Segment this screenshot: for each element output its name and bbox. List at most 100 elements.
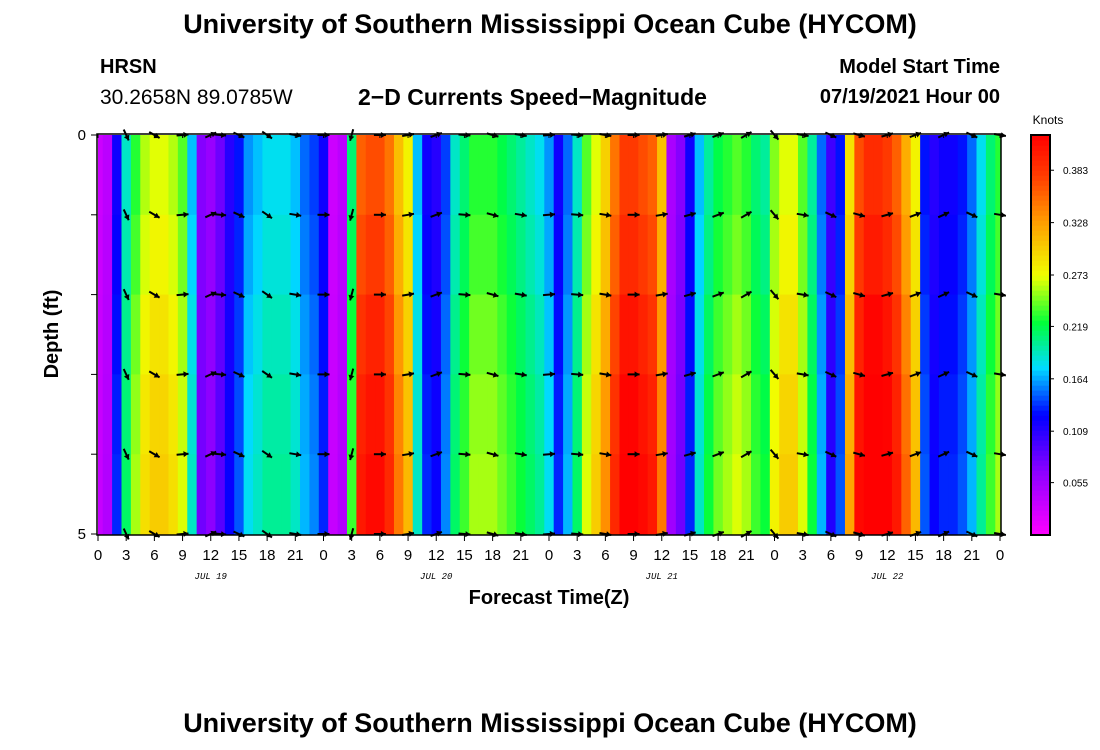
arrow-head bbox=[690, 371, 696, 377]
heatmap-cell bbox=[957, 454, 968, 535]
arrow-head bbox=[266, 133, 272, 139]
current-arrow bbox=[824, 450, 837, 458]
current-arrow bbox=[712, 211, 725, 218]
heatmap-cell bbox=[882, 454, 893, 535]
arrow-head bbox=[772, 373, 779, 379]
heatmap-cell bbox=[628, 454, 639, 535]
heatmap-cell bbox=[140, 374, 151, 455]
colorbar-segment bbox=[1031, 270, 1050, 276]
heatmap-cell bbox=[657, 294, 668, 375]
heatmap-cell bbox=[365, 214, 376, 296]
arrow-head bbox=[549, 291, 555, 298]
heatmap-cell bbox=[337, 135, 348, 216]
arrow-head bbox=[295, 371, 302, 378]
heatmap-cell bbox=[938, 214, 949, 296]
arrow-head bbox=[210, 371, 217, 377]
heatmap-cell bbox=[98, 374, 104, 455]
x-tick-label: 21 bbox=[738, 547, 755, 564]
heatmap-cell bbox=[873, 214, 884, 296]
heatmap-cell bbox=[431, 135, 442, 216]
x-tick-label: 0 bbox=[319, 547, 327, 564]
current-arrow bbox=[796, 451, 809, 458]
colorbar-segment bbox=[1031, 390, 1050, 396]
colorbar-tick-label: 0.273 bbox=[1063, 271, 1088, 282]
heatmap-cell bbox=[469, 374, 480, 455]
heatmap-cell bbox=[403, 135, 414, 216]
heatmap-cell bbox=[196, 294, 207, 375]
heatmap-cell bbox=[159, 214, 170, 296]
heatmap-cell bbox=[365, 374, 376, 455]
heatmap-cell bbox=[873, 454, 884, 535]
heatmap-cell bbox=[149, 294, 160, 375]
heatmap-cell bbox=[469, 135, 480, 216]
heatmap-cell bbox=[553, 214, 564, 296]
arrow-head bbox=[238, 451, 245, 458]
arrow-head bbox=[266, 212, 272, 219]
heatmap-cell bbox=[816, 454, 827, 535]
heatmap-cell bbox=[600, 294, 611, 375]
current-arrow bbox=[204, 291, 217, 299]
colorbar-segment bbox=[1031, 255, 1050, 261]
heatmap-cell bbox=[506, 374, 517, 455]
heatmap-cell bbox=[234, 294, 245, 375]
heatmap-cell bbox=[459, 374, 470, 455]
arrow-head bbox=[436, 451, 442, 457]
heatmap-cell bbox=[788, 374, 799, 455]
colorbar-segment bbox=[1031, 295, 1050, 301]
colorbar-segment bbox=[1031, 330, 1050, 336]
current-arrow bbox=[204, 450, 217, 458]
heatmap-cell bbox=[450, 135, 461, 216]
heatmap-cell bbox=[816, 214, 827, 296]
current-arrow bbox=[122, 208, 130, 221]
heatmap-cell bbox=[243, 374, 254, 455]
heatmap-cell bbox=[685, 294, 696, 375]
arrow-head bbox=[153, 372, 160, 378]
arrow-head bbox=[295, 291, 302, 298]
heatmap-cell bbox=[440, 374, 451, 455]
arrow-head bbox=[123, 294, 130, 300]
heatmap-cell bbox=[948, 294, 959, 375]
heatmap-cell bbox=[769, 214, 780, 296]
colorbar-segment bbox=[1031, 405, 1050, 411]
heatmap-cell bbox=[177, 294, 188, 375]
arrow-head bbox=[577, 291, 584, 298]
x-axis-label: Forecast Time(Z) bbox=[469, 587, 630, 609]
heatmap-cell bbox=[393, 454, 404, 535]
heatmap-cell bbox=[497, 374, 508, 455]
colorbar-segment bbox=[1031, 465, 1050, 471]
current-arrow bbox=[261, 210, 273, 220]
heatmap-cell bbox=[788, 454, 799, 535]
heatmap-cell bbox=[647, 374, 658, 455]
heatmap-cell bbox=[318, 294, 329, 375]
heatmap-cell bbox=[751, 374, 762, 455]
heatmap-cell bbox=[177, 454, 188, 535]
heatmap-cell bbox=[685, 454, 696, 535]
heatmap-cell bbox=[431, 454, 442, 535]
heatmap-cell bbox=[412, 374, 423, 455]
arrow-head bbox=[605, 451, 612, 458]
heatmap-cell bbox=[666, 294, 677, 375]
current-arrow bbox=[824, 370, 837, 378]
colorbar-segment bbox=[1031, 415, 1050, 421]
heatmap-cell bbox=[976, 214, 987, 296]
heatmap-cell bbox=[375, 214, 386, 296]
heatmap-cell bbox=[224, 374, 235, 455]
heatmap-cell bbox=[610, 135, 621, 216]
heatmap-cell bbox=[572, 135, 583, 216]
heatmap-cell bbox=[600, 374, 611, 455]
heatmap-cell bbox=[873, 374, 884, 455]
heatmap-cell bbox=[365, 454, 376, 535]
arrow-head bbox=[220, 451, 227, 458]
heatmap-cell bbox=[863, 135, 874, 216]
heatmap-cell bbox=[422, 214, 433, 296]
heatmap-cell bbox=[450, 454, 461, 535]
heatmap-cell bbox=[929, 454, 940, 535]
heatmap-cell bbox=[375, 374, 386, 455]
heatmap-cell bbox=[572, 294, 583, 375]
x-tick-label: 21 bbox=[512, 547, 529, 564]
heatmap-cell bbox=[619, 374, 630, 455]
heatmap-cell bbox=[694, 454, 705, 535]
current-arrow bbox=[655, 451, 668, 457]
heatmap-cell bbox=[140, 294, 151, 375]
